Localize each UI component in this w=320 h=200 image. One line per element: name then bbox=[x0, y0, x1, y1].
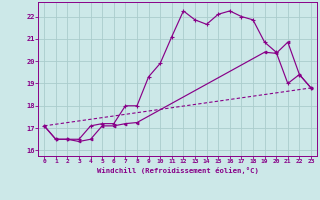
X-axis label: Windchill (Refroidissement éolien,°C): Windchill (Refroidissement éolien,°C) bbox=[97, 167, 259, 174]
